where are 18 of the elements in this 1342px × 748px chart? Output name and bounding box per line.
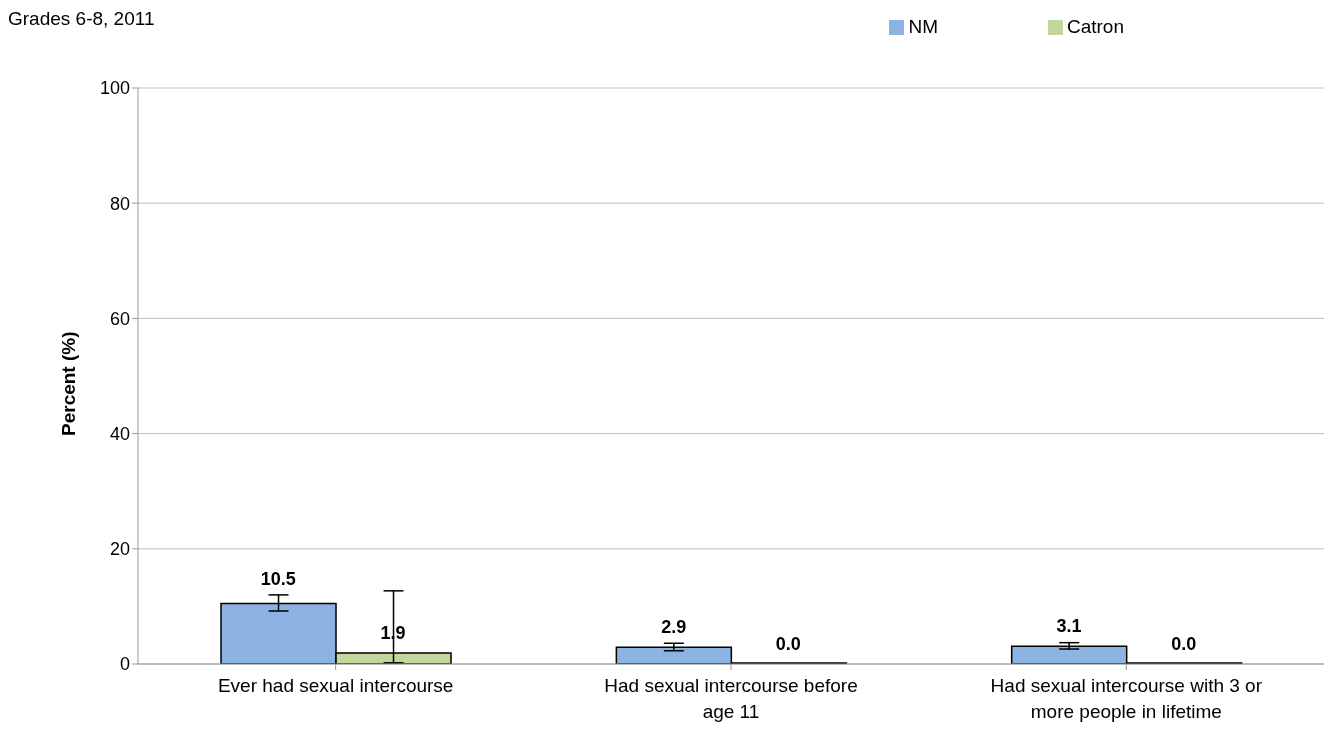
legend-label: Catron xyxy=(1066,16,1124,37)
data-label: 10.5 xyxy=(260,569,296,590)
legend-label: NM xyxy=(908,16,938,37)
data-label: 0.0 xyxy=(775,634,801,654)
y-tick-label: 0 xyxy=(119,654,130,675)
y-tick-label: 80 xyxy=(109,193,130,214)
y-tick-label: 40 xyxy=(109,423,130,444)
data-label: 0.0 xyxy=(1171,634,1197,654)
data-label: 2.9 xyxy=(661,616,687,637)
data-label: 3.1 xyxy=(1056,615,1082,636)
x-tick-label: Ever had sexual intercourse xyxy=(217,675,454,696)
y-axis-title: Percent (%) xyxy=(57,331,79,436)
chart-title: Grades 6-8, 2011 xyxy=(8,8,155,30)
x-tick-label: Had sexual intercourse before age 11 xyxy=(604,675,858,722)
y-tick-label: 100 xyxy=(99,78,130,99)
y-tick-label: 60 xyxy=(109,308,130,329)
y-tick-label: 20 xyxy=(109,539,130,560)
x-tick-label: Had sexual intercourse with 3 or more people in lifetime xyxy=(990,675,1263,722)
